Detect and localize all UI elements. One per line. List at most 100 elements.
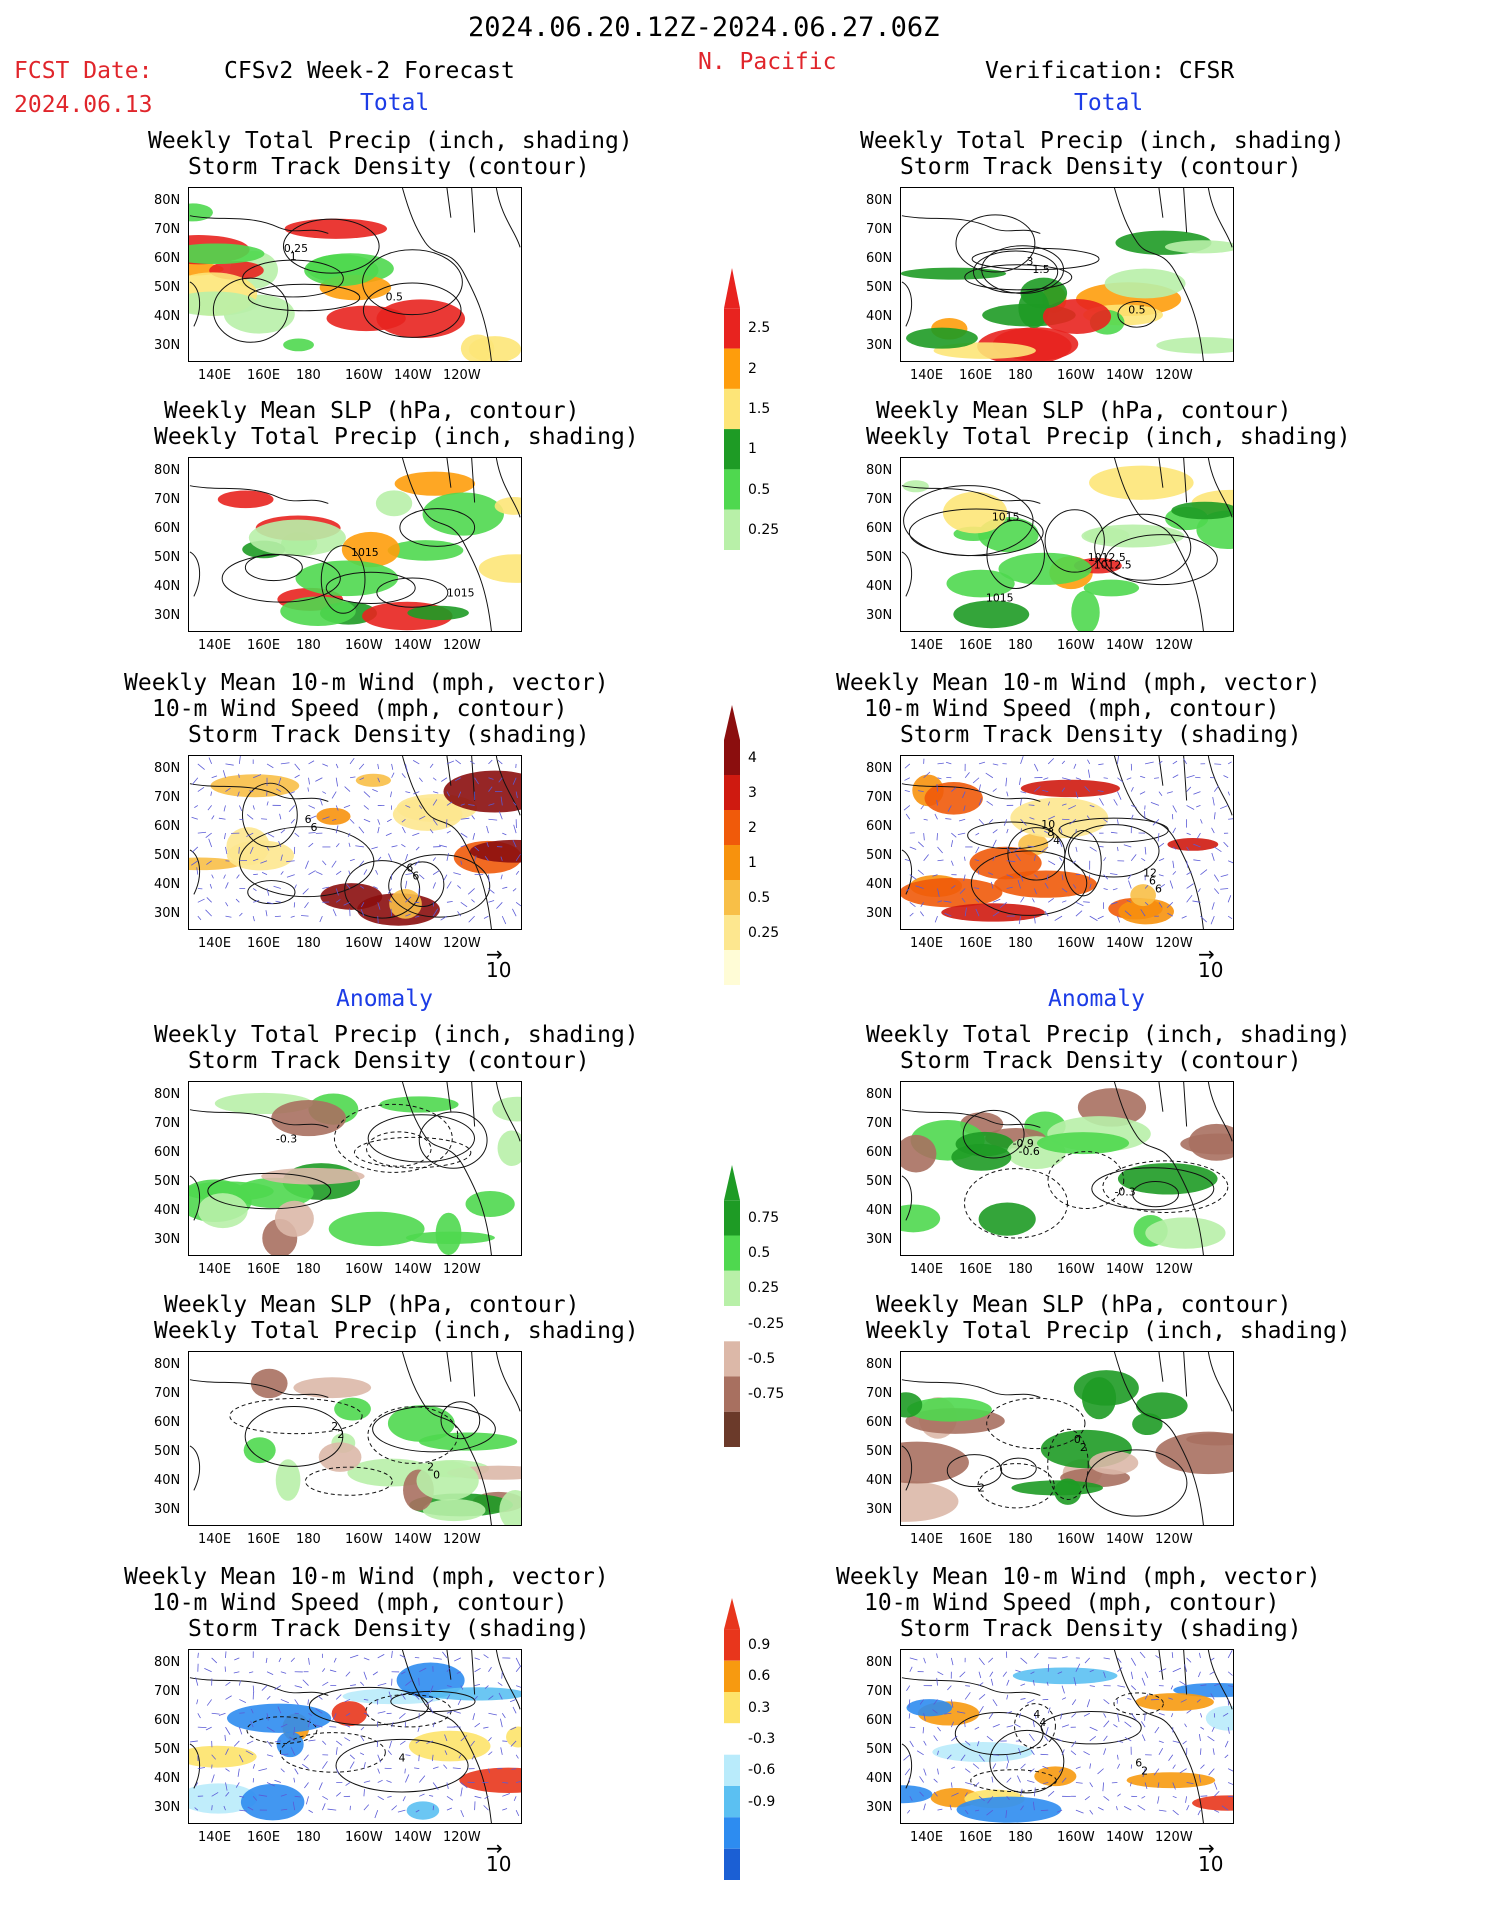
contour-label: 6 (311, 821, 318, 834)
lon-tick-label: 180 (296, 638, 321, 653)
shading-blob (271, 1099, 347, 1137)
map-panel-f-slp: 1015 1015 (188, 457, 522, 632)
lon-tick-label: 120W (1155, 368, 1193, 383)
wind-vector (1197, 888, 1201, 893)
wind-vector (1032, 1801, 1035, 1811)
wind-vector (1130, 1685, 1137, 1691)
shading-blob (1135, 1693, 1214, 1711)
wind-vector (1181, 915, 1187, 919)
wind-vector (992, 898, 1001, 903)
colorbar-segment (724, 1754, 740, 1786)
coastline (901, 551, 913, 597)
wind-vector (405, 1774, 410, 1783)
contour-line (418, 1111, 488, 1169)
wind-vector (1002, 1671, 1008, 1677)
wind-vector (1208, 1768, 1215, 1776)
wind-vector (1103, 1720, 1110, 1728)
wind-vector (488, 1695, 494, 1700)
wind-vector (1020, 1657, 1028, 1664)
wind-vector (937, 846, 943, 854)
wind-vector (500, 856, 503, 861)
shading-blob (408, 1730, 491, 1762)
panel-title-line: Weekly Mean 10-m Wind (mph, vector) (836, 670, 1321, 696)
wind-vector (344, 786, 351, 792)
wind-vector (371, 846, 378, 850)
wind-vector (1141, 1795, 1146, 1799)
wind-vector (1084, 786, 1091, 792)
wind-vector (1028, 804, 1035, 806)
wind-vector (1224, 1754, 1229, 1759)
contour-line (1047, 1428, 1089, 1500)
wind-vector (922, 1727, 925, 1734)
lon-tick-label: 160W (345, 1830, 383, 1845)
coastline (901, 485, 1041, 504)
coastline (901, 783, 1041, 802)
wind-vector (1103, 1671, 1106, 1678)
lat-tick-label: 40N (866, 1203, 893, 1218)
lat-tick-label: 30N (154, 1232, 181, 1247)
shading-blob (198, 1193, 248, 1229)
wind-vector (1144, 884, 1149, 889)
wind-vector (1117, 916, 1121, 923)
wind-vector (211, 874, 214, 879)
contour-line (282, 218, 380, 274)
wind-vector (515, 1665, 521, 1672)
wind-vector (501, 915, 507, 925)
wind-vector (962, 791, 966, 799)
wind-vector (225, 882, 229, 889)
wind-vector (432, 882, 436, 889)
wind-vector (1167, 912, 1173, 917)
wind-vector (1117, 1657, 1122, 1663)
colorbar-label: -0.9 (748, 1794, 776, 1810)
shading-blob (284, 218, 388, 239)
lat-tick-label: 60N (866, 1415, 893, 1430)
wind-vector (266, 1713, 269, 1721)
lat-tick-label: 70N (866, 1684, 893, 1699)
lat-tick-label: 60N (154, 819, 181, 834)
wind-vector (1020, 798, 1022, 806)
wind-vector (253, 900, 260, 903)
section-total-right: Total (1074, 90, 1144, 116)
wind-vector (386, 1780, 392, 1783)
wind-vector (444, 1750, 448, 1755)
lat-tick-label: 40N (154, 877, 181, 892)
wind-vector (454, 777, 461, 782)
wind-vector (1048, 860, 1056, 866)
lon-tick-label: 140W (394, 1830, 432, 1845)
wind-vector (1061, 787, 1066, 792)
wind-vector (1073, 763, 1077, 769)
wind-vector (483, 915, 489, 919)
wind-vector (1184, 1723, 1187, 1728)
wind-vector (1083, 1712, 1090, 1717)
wind-vector (908, 1699, 911, 1708)
wind-vector (292, 1801, 296, 1811)
wind-vector (1172, 846, 1177, 850)
wind-vector (390, 791, 392, 798)
wind-vector (460, 860, 463, 865)
wind-vector (1048, 815, 1056, 820)
wind-vector (293, 1727, 296, 1735)
wind-vector (266, 763, 274, 769)
wind-vector (1070, 1750, 1077, 1756)
coastline (189, 1109, 329, 1128)
contour-line (946, 1454, 1003, 1488)
wind-vector (1214, 1790, 1220, 1797)
wind-vector (225, 1695, 232, 1700)
wind-vector (446, 1782, 449, 1789)
wind-vector (252, 1796, 258, 1801)
contour-label: 1015 (351, 546, 379, 559)
contour-line (440, 1401, 481, 1440)
wind-vector (280, 1699, 289, 1704)
lon-tick-label: 120W (1155, 1532, 1193, 1547)
colorbar-segment (724, 388, 740, 430)
contour-label: 2 (978, 1481, 985, 1494)
map-panel-f-precip: 1 0.5 0.25 (188, 187, 522, 362)
wind-vector (909, 1666, 913, 1672)
contour-line (247, 283, 361, 312)
coastline (446, 458, 521, 518)
wind-vector (972, 777, 980, 784)
wind-vector (446, 830, 451, 834)
wind-vector (1117, 1667, 1123, 1673)
wind-vector (498, 1692, 503, 1700)
